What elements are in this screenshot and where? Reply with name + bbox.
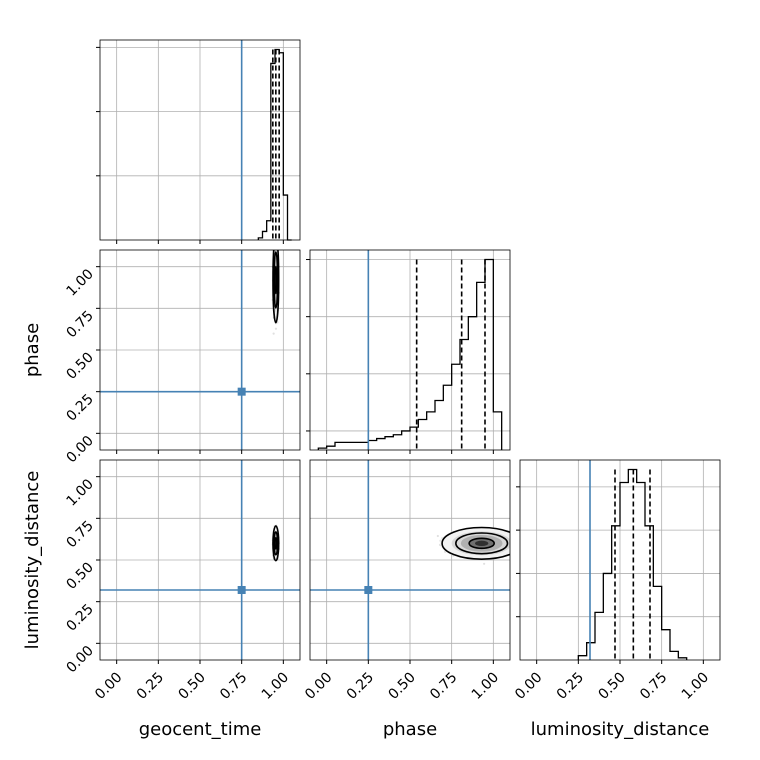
contour-middle — [455, 532, 509, 555]
marginal-phase — [306, 249, 511, 451]
x-tick-label: 0.50 — [385, 670, 418, 703]
contour-inner — [468, 537, 495, 550]
x-tick-label: 0.00 — [302, 670, 335, 703]
sample-point — [436, 534, 439, 538]
x-tick-label: 0.50 — [175, 670, 208, 703]
x-tick-label: 0.25 — [344, 670, 377, 703]
x-tick-label: 1.00 — [679, 670, 712, 703]
histogram-luminosity_distance — [577, 468, 688, 660]
joint-geocent_time-phase — [99, 249, 301, 451]
histogram-geocent_time — [257, 48, 292, 241]
density-shade — [475, 540, 489, 546]
x-tick-label: 0.00 — [512, 670, 545, 703]
x-tick-label: 0.75 — [637, 670, 670, 703]
x-tick-label: 1.00 — [469, 670, 502, 703]
x-axis-label: luminosity_distance — [531, 719, 710, 740]
contour-middle — [273, 251, 279, 309]
x-tick-label: 0.50 — [595, 670, 628, 703]
x-tick-label: 0.25 — [134, 670, 167, 703]
sample-point — [272, 332, 275, 335]
histogram-phase — [317, 258, 503, 450]
marginal-luminosity_distance — [516, 459, 721, 661]
contour-outer — [441, 526, 510, 560]
contour-inner — [274, 537, 278, 550]
x-axis-label: phase — [383, 719, 437, 740]
joint-phase-luminosity_distance — [309, 459, 511, 661]
truth-marker — [364, 586, 373, 594]
x-tick-label: 1.00 — [259, 670, 292, 703]
contour-outer — [272, 250, 280, 324]
x-tick-label: 0.75 — [427, 670, 460, 703]
joint-geocent_time-luminosity_distance — [99, 459, 301, 661]
y-axis-label: phase — [22, 323, 43, 377]
marginal-geocent_time — [96, 39, 301, 241]
y-tick-label: 1.00 — [63, 476, 96, 509]
y-tick-label: 0.50 — [63, 350, 96, 383]
sample-point — [274, 327, 278, 330]
truth-marker — [237, 387, 246, 396]
contour-inner — [274, 265, 278, 295]
y-tick-label: 0.00 — [63, 433, 96, 466]
x-tick-label: 0.00 — [92, 670, 125, 703]
sample-point — [483, 562, 486, 565]
y-axis-label: luminosity_distance — [22, 471, 43, 650]
y-tick-label: 0.00 — [63, 643, 96, 676]
x-tick-label: 0.25 — [554, 670, 587, 703]
x-tick-label: 0.75 — [217, 670, 250, 703]
truth-marker — [237, 586, 246, 594]
y-tick-label: 0.25 — [63, 601, 96, 634]
y-tick-label: 0.75 — [63, 518, 96, 551]
x-axis-label: geocent_time — [139, 719, 262, 740]
y-tick-label: 1.00 — [63, 266, 96, 299]
contour-outer — [272, 525, 280, 562]
contour-middle — [273, 531, 279, 556]
y-tick-label: 0.75 — [63, 308, 96, 341]
y-tick-label: 0.25 — [63, 391, 96, 424]
y-tick-label: 0.50 — [63, 560, 96, 593]
